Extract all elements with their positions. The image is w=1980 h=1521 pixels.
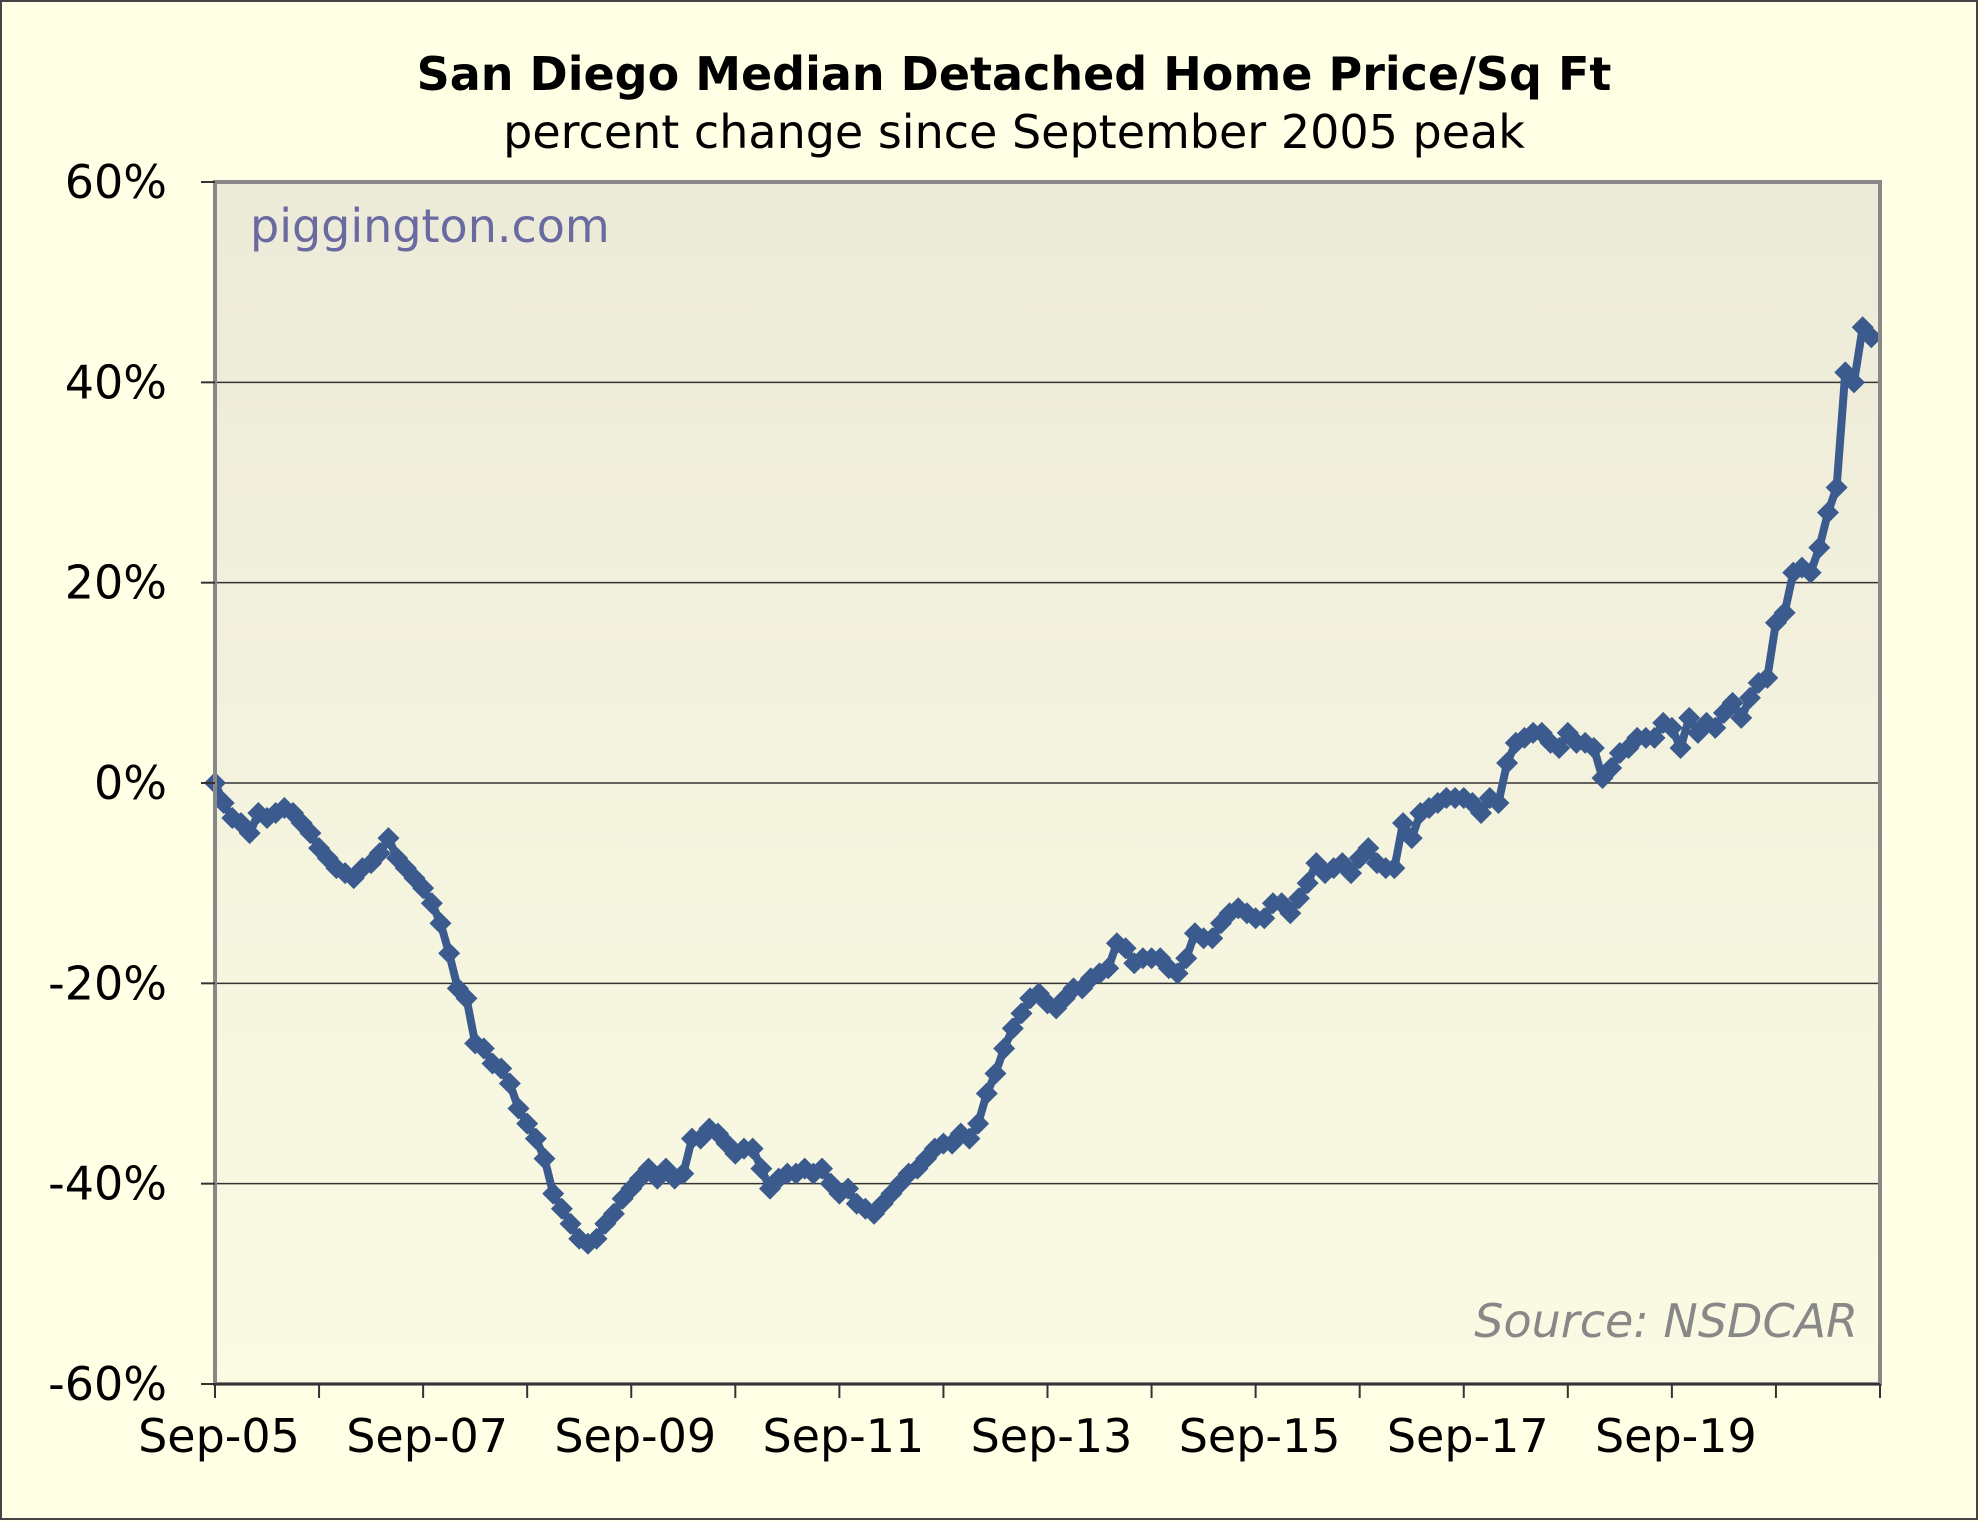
data-point: [1678, 706, 1701, 729]
data-point: [1669, 736, 1692, 759]
data-point: [1340, 862, 1363, 885]
data-point: [1296, 872, 1319, 895]
data-point: [368, 842, 391, 865]
data-point: [1773, 601, 1796, 624]
data-point: [811, 1157, 834, 1180]
data-point: [1842, 371, 1865, 394]
data-point: [1660, 716, 1683, 739]
data-point: [299, 822, 322, 845]
y-tick-label: -40%: [48, 1157, 167, 1211]
data-point: [542, 1182, 565, 1205]
data-point: [1001, 1017, 1024, 1040]
data-point: [420, 892, 443, 915]
data-point: [750, 1157, 773, 1180]
data-point: [1738, 686, 1761, 709]
data-point: [1756, 666, 1779, 689]
x-tick-label: Sep-13: [971, 1409, 1133, 1463]
data-point: [533, 1147, 556, 1170]
data-point: [1357, 837, 1380, 860]
data-point: [377, 827, 400, 850]
data-point: [1400, 827, 1423, 850]
data-point: [1470, 802, 1493, 825]
data-point: [429, 912, 452, 935]
data-point: [967, 1112, 990, 1135]
data-point: [498, 1072, 521, 1095]
y-tick-label: 60%: [65, 155, 167, 209]
data-point: [741, 1137, 764, 1160]
data-point: [1799, 561, 1822, 584]
data-point: [602, 1202, 625, 1225]
data-point: [1097, 957, 1120, 980]
data-point: [516, 1112, 539, 1135]
data-point: [1175, 947, 1198, 970]
data-point: [507, 1097, 530, 1120]
data-point: [1860, 326, 1883, 349]
data-point: [1643, 726, 1666, 749]
y-tick-label: -20%: [48, 956, 167, 1010]
data-point: [1816, 501, 1839, 524]
data-point: [438, 942, 461, 965]
data-point: [1487, 792, 1510, 815]
x-tick-label: Sep-09: [554, 1409, 716, 1463]
data-point: [1253, 907, 1276, 930]
y-tick-label: -60%: [48, 1357, 167, 1411]
x-tick-label: Sep-07: [346, 1409, 508, 1463]
data-point: [455, 987, 478, 1010]
data-point: [1730, 706, 1753, 729]
data-point: [1383, 857, 1406, 880]
data-point: [672, 1162, 695, 1185]
data-point: [1721, 691, 1744, 714]
data-point: [585, 1227, 608, 1250]
x-tick-label: Sep-11: [762, 1409, 924, 1463]
y-tick-label: 20%: [65, 556, 167, 610]
y-tick-label: 40%: [65, 355, 167, 409]
data-point: [559, 1212, 582, 1235]
source-note: Source: NSDCAR: [1474, 1294, 1858, 1348]
data-point: [1582, 736, 1605, 759]
watermark: piggington.com: [250, 199, 610, 253]
data-point: [1392, 812, 1415, 835]
x-tick-label: Sep-19: [1595, 1409, 1757, 1463]
data-point: [550, 1197, 573, 1220]
data-point: [238, 822, 261, 845]
data-point: [1287, 887, 1310, 910]
data-point: [1010, 1002, 1033, 1025]
data-point: [1600, 756, 1623, 779]
data-point: [958, 1127, 981, 1150]
data-point: [1548, 736, 1571, 759]
data-point: [984, 1062, 1007, 1085]
x-tick-label: Sep-17: [1387, 1409, 1549, 1463]
data-point: [1704, 716, 1727, 739]
data-point: [1166, 962, 1189, 985]
x-tick-label: Sep-15: [1179, 1409, 1341, 1463]
data-point: [472, 1037, 495, 1060]
y-tick-label: 0%: [94, 756, 167, 810]
data-point: [490, 1057, 513, 1080]
data-point: [1201, 927, 1224, 950]
chart-subtitle: percent change since September 2005 peak: [503, 105, 1525, 159]
data-point: [837, 1177, 860, 1200]
data-point: [1496, 751, 1519, 774]
x-tick-label: Sep-05: [138, 1409, 300, 1463]
data-point: [993, 1037, 1016, 1060]
data-point: [1825, 476, 1848, 499]
data-point: [1114, 937, 1137, 960]
data-point: [1808, 536, 1831, 559]
data-point: [975, 1082, 998, 1105]
data-point: [524, 1127, 547, 1150]
data-point: [1279, 902, 1302, 925]
data-point: [212, 792, 235, 815]
data-point: [412, 877, 435, 900]
chart-title: San Diego Median Detached Home Price/Sq …: [417, 47, 1612, 101]
